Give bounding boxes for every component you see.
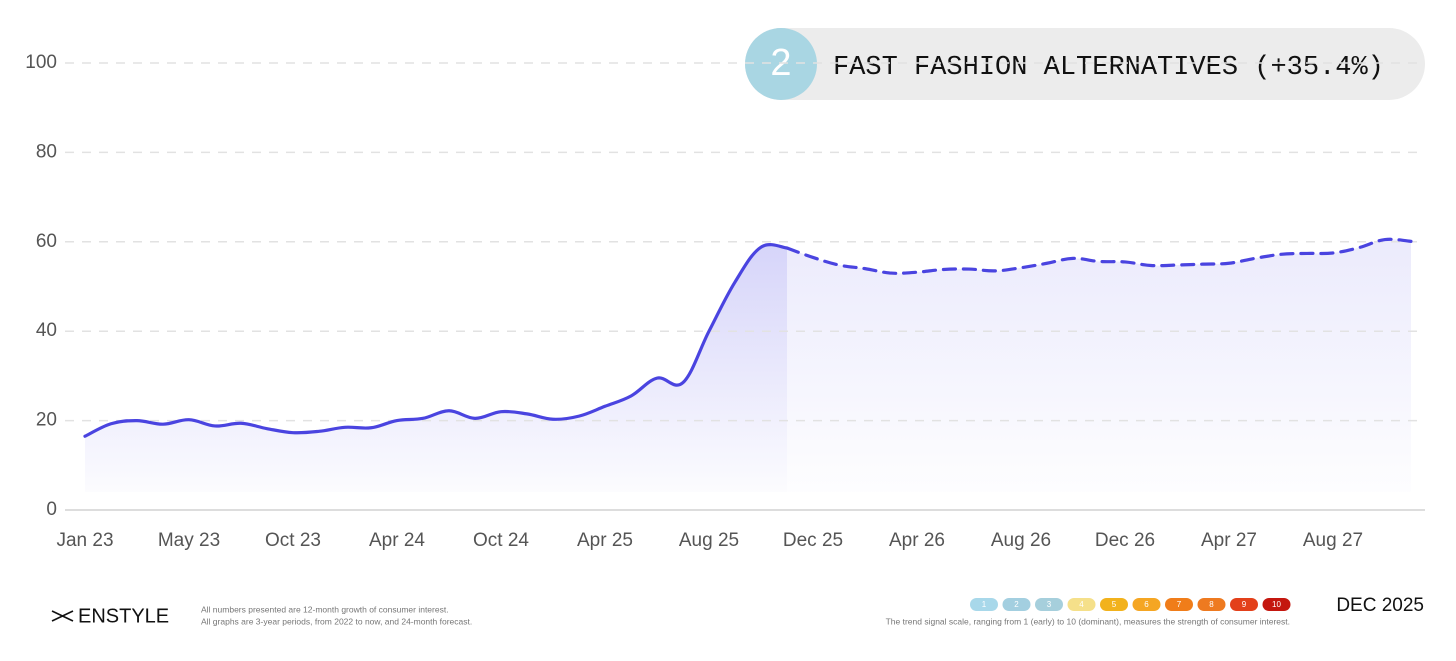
- x-tick-label: Apr 25: [577, 530, 633, 551]
- y-tick-label: 80: [36, 141, 57, 162]
- x-tick-label: Oct 23: [265, 530, 321, 551]
- y-tick-label: 100: [25, 52, 57, 73]
- x-tick-label: May 23: [158, 530, 220, 551]
- scale-swatch: [1035, 598, 1063, 611]
- scale-swatch: [1132, 598, 1161, 611]
- x-tick-label: Oct 24: [473, 530, 529, 551]
- scale-swatch: [1002, 598, 1031, 611]
- y-tick-label: 0: [46, 499, 57, 520]
- x-tick-label: Aug 26: [991, 530, 1051, 551]
- scale-label: 4: [1079, 600, 1084, 609]
- scale-swatch: [1067, 598, 1096, 611]
- note: All numbers presented are 12-month growt…: [201, 604, 449, 614]
- chart-title: FAST FASHION ALTERNATIVES (+35.4%): [833, 53, 1384, 83]
- area: [787, 239, 1411, 492]
- scale-swatch: [1100, 598, 1128, 611]
- y-tick-label: 20: [36, 410, 57, 431]
- scale-label: 5: [1112, 600, 1117, 609]
- y-tick-label: 40: [36, 320, 57, 341]
- scale-swatch: [1262, 598, 1291, 611]
- scale-label: 6: [1144, 600, 1149, 609]
- scale-label: 3: [1047, 600, 1052, 609]
- scale-swatch: [1165, 598, 1193, 611]
- brand-icon: [51, 610, 74, 622]
- x-tick-label: Aug 27: [1303, 530, 1363, 551]
- x-tick-label: Aug 25: [679, 530, 739, 551]
- note: All graphs are 3-year periods, from 2022…: [201, 616, 472, 626]
- title-pill: [745, 28, 1425, 100]
- badge-circle: [745, 28, 817, 100]
- scale-caption: The trend signal scale, ranging from 1 (…: [886, 616, 1290, 626]
- x-tick-label: Jan 23: [56, 530, 113, 551]
- scale-label: 10: [1272, 600, 1281, 609]
- x-tick-label: Dec 26: [1095, 530, 1155, 551]
- report-date: DEC 2025: [1336, 595, 1424, 616]
- scale-label: 8: [1209, 600, 1214, 609]
- scale-label: 2: [1014, 600, 1019, 609]
- series-line: [785, 237, 1413, 275]
- scale-swatch: [1197, 598, 1226, 611]
- x-tick-label: Apr 24: [369, 530, 425, 551]
- series-line: [83, 243, 789, 438]
- scale-label: 9: [1242, 600, 1247, 609]
- scale-label: 7: [1177, 600, 1182, 609]
- scale-swatch: [970, 598, 998, 611]
- area: [85, 244, 787, 492]
- y-tick-label: 60: [36, 231, 57, 252]
- x-tick-label: Apr 26: [889, 530, 945, 551]
- scale-label: 1: [982, 600, 987, 609]
- x-tick-label: Apr 27: [1201, 530, 1257, 551]
- scale-swatch: [1230, 598, 1258, 611]
- x-tick-label: Dec 25: [783, 530, 843, 551]
- brand: ENSTYLE: [78, 605, 169, 627]
